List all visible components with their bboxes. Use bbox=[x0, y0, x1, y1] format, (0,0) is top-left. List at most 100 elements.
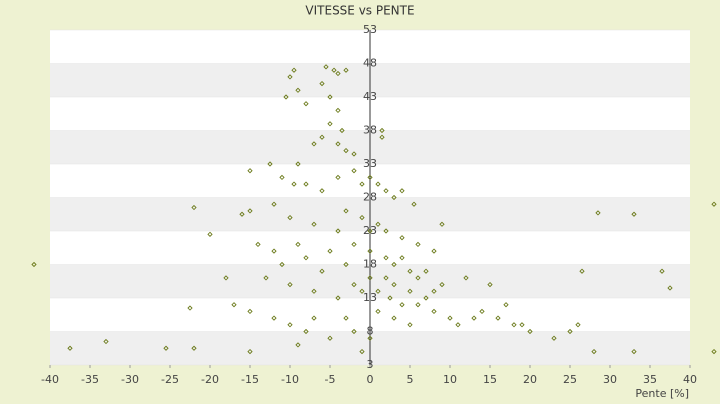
point bbox=[367, 248, 373, 254]
point bbox=[383, 255, 389, 261]
point bbox=[255, 241, 261, 248]
point bbox=[367, 174, 373, 181]
point bbox=[591, 348, 597, 355]
point bbox=[379, 127, 385, 134]
point bbox=[295, 241, 301, 248]
point bbox=[383, 188, 389, 194]
y-tick-label: 13 bbox=[363, 291, 377, 304]
point bbox=[359, 214, 365, 221]
point bbox=[471, 315, 477, 321]
point bbox=[367, 335, 373, 341]
point bbox=[415, 241, 421, 248]
point bbox=[423, 295, 429, 301]
point bbox=[431, 288, 437, 294]
x-tick-label: 40 bbox=[683, 373, 697, 386]
point bbox=[239, 211, 245, 217]
x-tick-label: -5 bbox=[325, 373, 336, 386]
point bbox=[319, 188, 325, 194]
x-tick-label: 0 bbox=[367, 373, 374, 386]
point bbox=[283, 94, 289, 100]
point bbox=[447, 315, 453, 321]
point bbox=[335, 70, 341, 77]
point bbox=[399, 302, 405, 308]
x-tick-label: -40 bbox=[41, 373, 59, 386]
point bbox=[319, 134, 325, 140]
point bbox=[311, 141, 317, 147]
x-tick-label: -10 bbox=[281, 373, 299, 386]
point bbox=[391, 261, 397, 268]
point bbox=[287, 281, 293, 288]
point bbox=[343, 67, 349, 73]
point bbox=[191, 204, 197, 211]
point bbox=[659, 268, 665, 274]
point bbox=[375, 308, 381, 315]
point bbox=[431, 248, 437, 254]
point bbox=[351, 151, 357, 157]
point bbox=[399, 255, 405, 261]
point bbox=[383, 228, 389, 234]
point bbox=[207, 231, 213, 237]
point bbox=[343, 208, 349, 214]
x-tick-label: 35 bbox=[643, 373, 657, 386]
point bbox=[463, 275, 469, 281]
point bbox=[527, 328, 533, 335]
point bbox=[411, 201, 417, 207]
point bbox=[431, 308, 437, 315]
point bbox=[303, 328, 309, 335]
point bbox=[391, 315, 397, 321]
chart-title: VITESSE vs PENTE bbox=[305, 4, 414, 18]
point bbox=[367, 275, 373, 281]
point bbox=[711, 348, 717, 355]
point bbox=[407, 288, 413, 294]
point bbox=[375, 288, 381, 294]
x-tick-label: 10 bbox=[443, 373, 457, 386]
point bbox=[223, 275, 229, 281]
point bbox=[267, 161, 273, 167]
point bbox=[319, 80, 325, 87]
point bbox=[331, 67, 337, 73]
point bbox=[575, 322, 581, 328]
point bbox=[359, 181, 365, 187]
point bbox=[335, 295, 341, 301]
point bbox=[327, 248, 333, 254]
point bbox=[479, 308, 485, 315]
point bbox=[351, 168, 357, 174]
point bbox=[487, 281, 493, 288]
point bbox=[247, 348, 253, 355]
point bbox=[67, 345, 73, 351]
point bbox=[339, 127, 345, 134]
point bbox=[327, 94, 333, 100]
point bbox=[295, 161, 301, 167]
x-tick-label: 15 bbox=[483, 373, 497, 386]
y-tick-label: 8 bbox=[367, 325, 374, 338]
point bbox=[711, 201, 717, 207]
point bbox=[595, 210, 601, 216]
point bbox=[399, 235, 405, 241]
point bbox=[163, 345, 169, 351]
point bbox=[303, 255, 309, 261]
point bbox=[187, 305, 193, 311]
point bbox=[391, 281, 397, 288]
y-tick-label: 3 bbox=[367, 358, 374, 371]
point bbox=[311, 315, 317, 321]
point bbox=[631, 211, 637, 217]
point bbox=[351, 241, 357, 248]
y-tick-label: 48 bbox=[363, 57, 377, 70]
y-tick-label: 23 bbox=[363, 224, 377, 237]
point bbox=[323, 64, 329, 70]
y-tick-label: 33 bbox=[363, 157, 377, 170]
point bbox=[351, 328, 357, 335]
point bbox=[503, 302, 509, 308]
point bbox=[415, 275, 421, 281]
point bbox=[335, 141, 341, 147]
point bbox=[399, 188, 405, 194]
point bbox=[247, 308, 253, 315]
point bbox=[279, 174, 285, 181]
point bbox=[291, 181, 297, 187]
point bbox=[295, 342, 301, 348]
point bbox=[375, 181, 381, 187]
point bbox=[303, 181, 309, 187]
point bbox=[247, 168, 253, 174]
point bbox=[391, 194, 397, 201]
